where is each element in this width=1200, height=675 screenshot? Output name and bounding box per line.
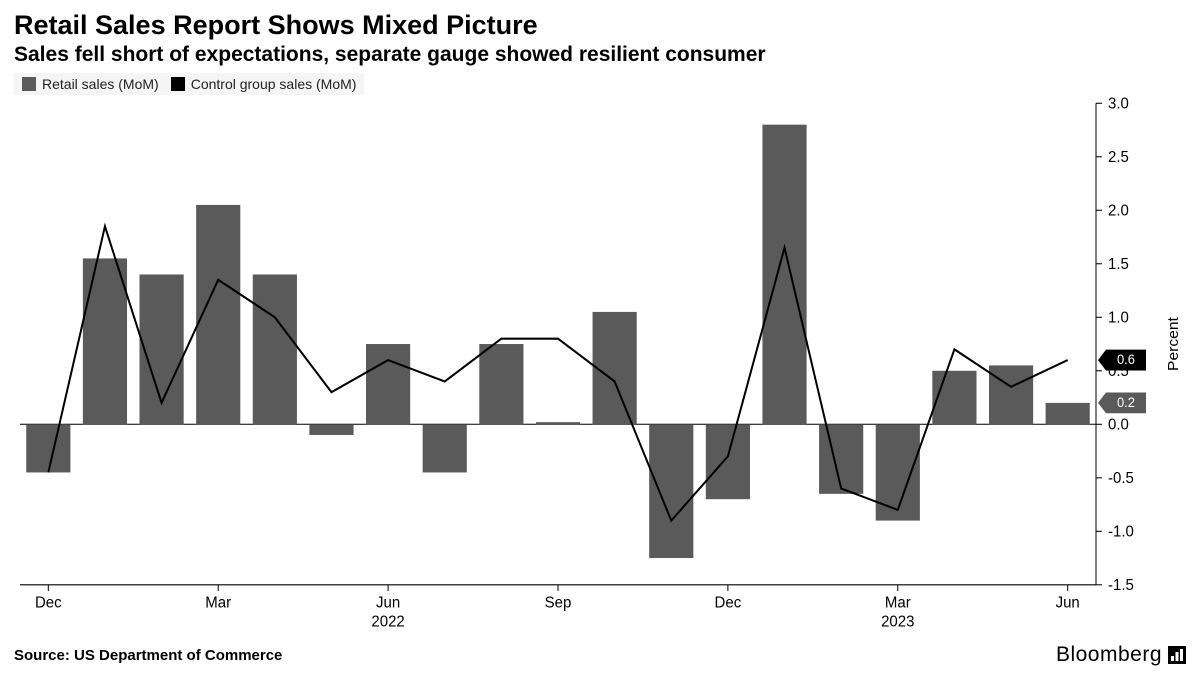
legend: Retail sales (MoM) Control group sales (…	[14, 73, 364, 95]
bar	[1046, 403, 1090, 424]
legend-label-retail: Retail sales (MoM)	[42, 76, 159, 92]
x-tick-label: Dec	[715, 594, 742, 611]
bar	[536, 422, 580, 424]
bar	[26, 424, 70, 472]
legend-label-control: Control group sales (MoM)	[191, 76, 357, 92]
bar	[593, 312, 637, 424]
x-tick-label: Jun	[376, 594, 400, 611]
source-text: Source: US Department of Commerce	[14, 647, 282, 664]
brand: Bloomberg	[1056, 643, 1186, 667]
legend-item-control: Control group sales (MoM)	[171, 76, 357, 92]
bar	[819, 424, 863, 494]
y-tick-label: 1.5	[1108, 256, 1129, 273]
bar	[366, 344, 410, 424]
bar	[479, 344, 523, 424]
legend-swatch-control	[171, 77, 185, 91]
x-tick-sublabel: 2023	[881, 613, 914, 630]
y-tick-label: 0.0	[1108, 416, 1129, 433]
y-tick-label: 2.5	[1108, 149, 1129, 166]
y-axis-title: Percent	[1165, 316, 1182, 371]
x-tick-sublabel: 2022	[371, 613, 404, 630]
chart-area: -1.5-1.0-0.50.00.51.01.52.02.53.0Percent…	[14, 97, 1186, 639]
bar	[706, 424, 750, 499]
x-tick-label: Jun	[1056, 594, 1080, 611]
bar	[989, 365, 1033, 424]
y-tick-label: -1.5	[1108, 577, 1134, 594]
bar	[762, 125, 806, 425]
y-tick-label: -1.0	[1108, 523, 1134, 540]
bar	[876, 424, 920, 520]
brand-text: Bloomberg	[1056, 643, 1162, 667]
x-tick-label: Dec	[35, 594, 62, 611]
value-flag-text: 0.6	[1117, 352, 1135, 367]
y-tick-label: -0.5	[1108, 470, 1134, 487]
y-tick-label: 1.0	[1108, 309, 1129, 326]
value-flag-text: 0.2	[1117, 395, 1135, 410]
chart-subtitle: Sales fell short of expectations, separa…	[14, 43, 1186, 67]
y-tick-label: 2.0	[1108, 202, 1129, 219]
y-tick-label: 3.0	[1108, 97, 1129, 113]
bar	[309, 424, 353, 435]
chart-title: Retail Sales Report Shows Mixed Picture	[14, 10, 1186, 41]
bar	[83, 258, 127, 424]
chart-svg: -1.5-1.0-0.50.00.51.01.52.02.53.0Percent…	[14, 97, 1186, 639]
x-tick-label: Mar	[885, 594, 911, 611]
legend-item-retail: Retail sales (MoM)	[22, 76, 159, 92]
bar	[932, 371, 976, 425]
x-tick-label: Sep	[545, 594, 572, 611]
x-tick-label: Mar	[205, 594, 231, 611]
bar	[423, 424, 467, 472]
bar	[649, 424, 693, 558]
legend-swatch-retail	[22, 77, 36, 91]
brand-icon	[1168, 646, 1186, 664]
bar	[253, 274, 297, 424]
